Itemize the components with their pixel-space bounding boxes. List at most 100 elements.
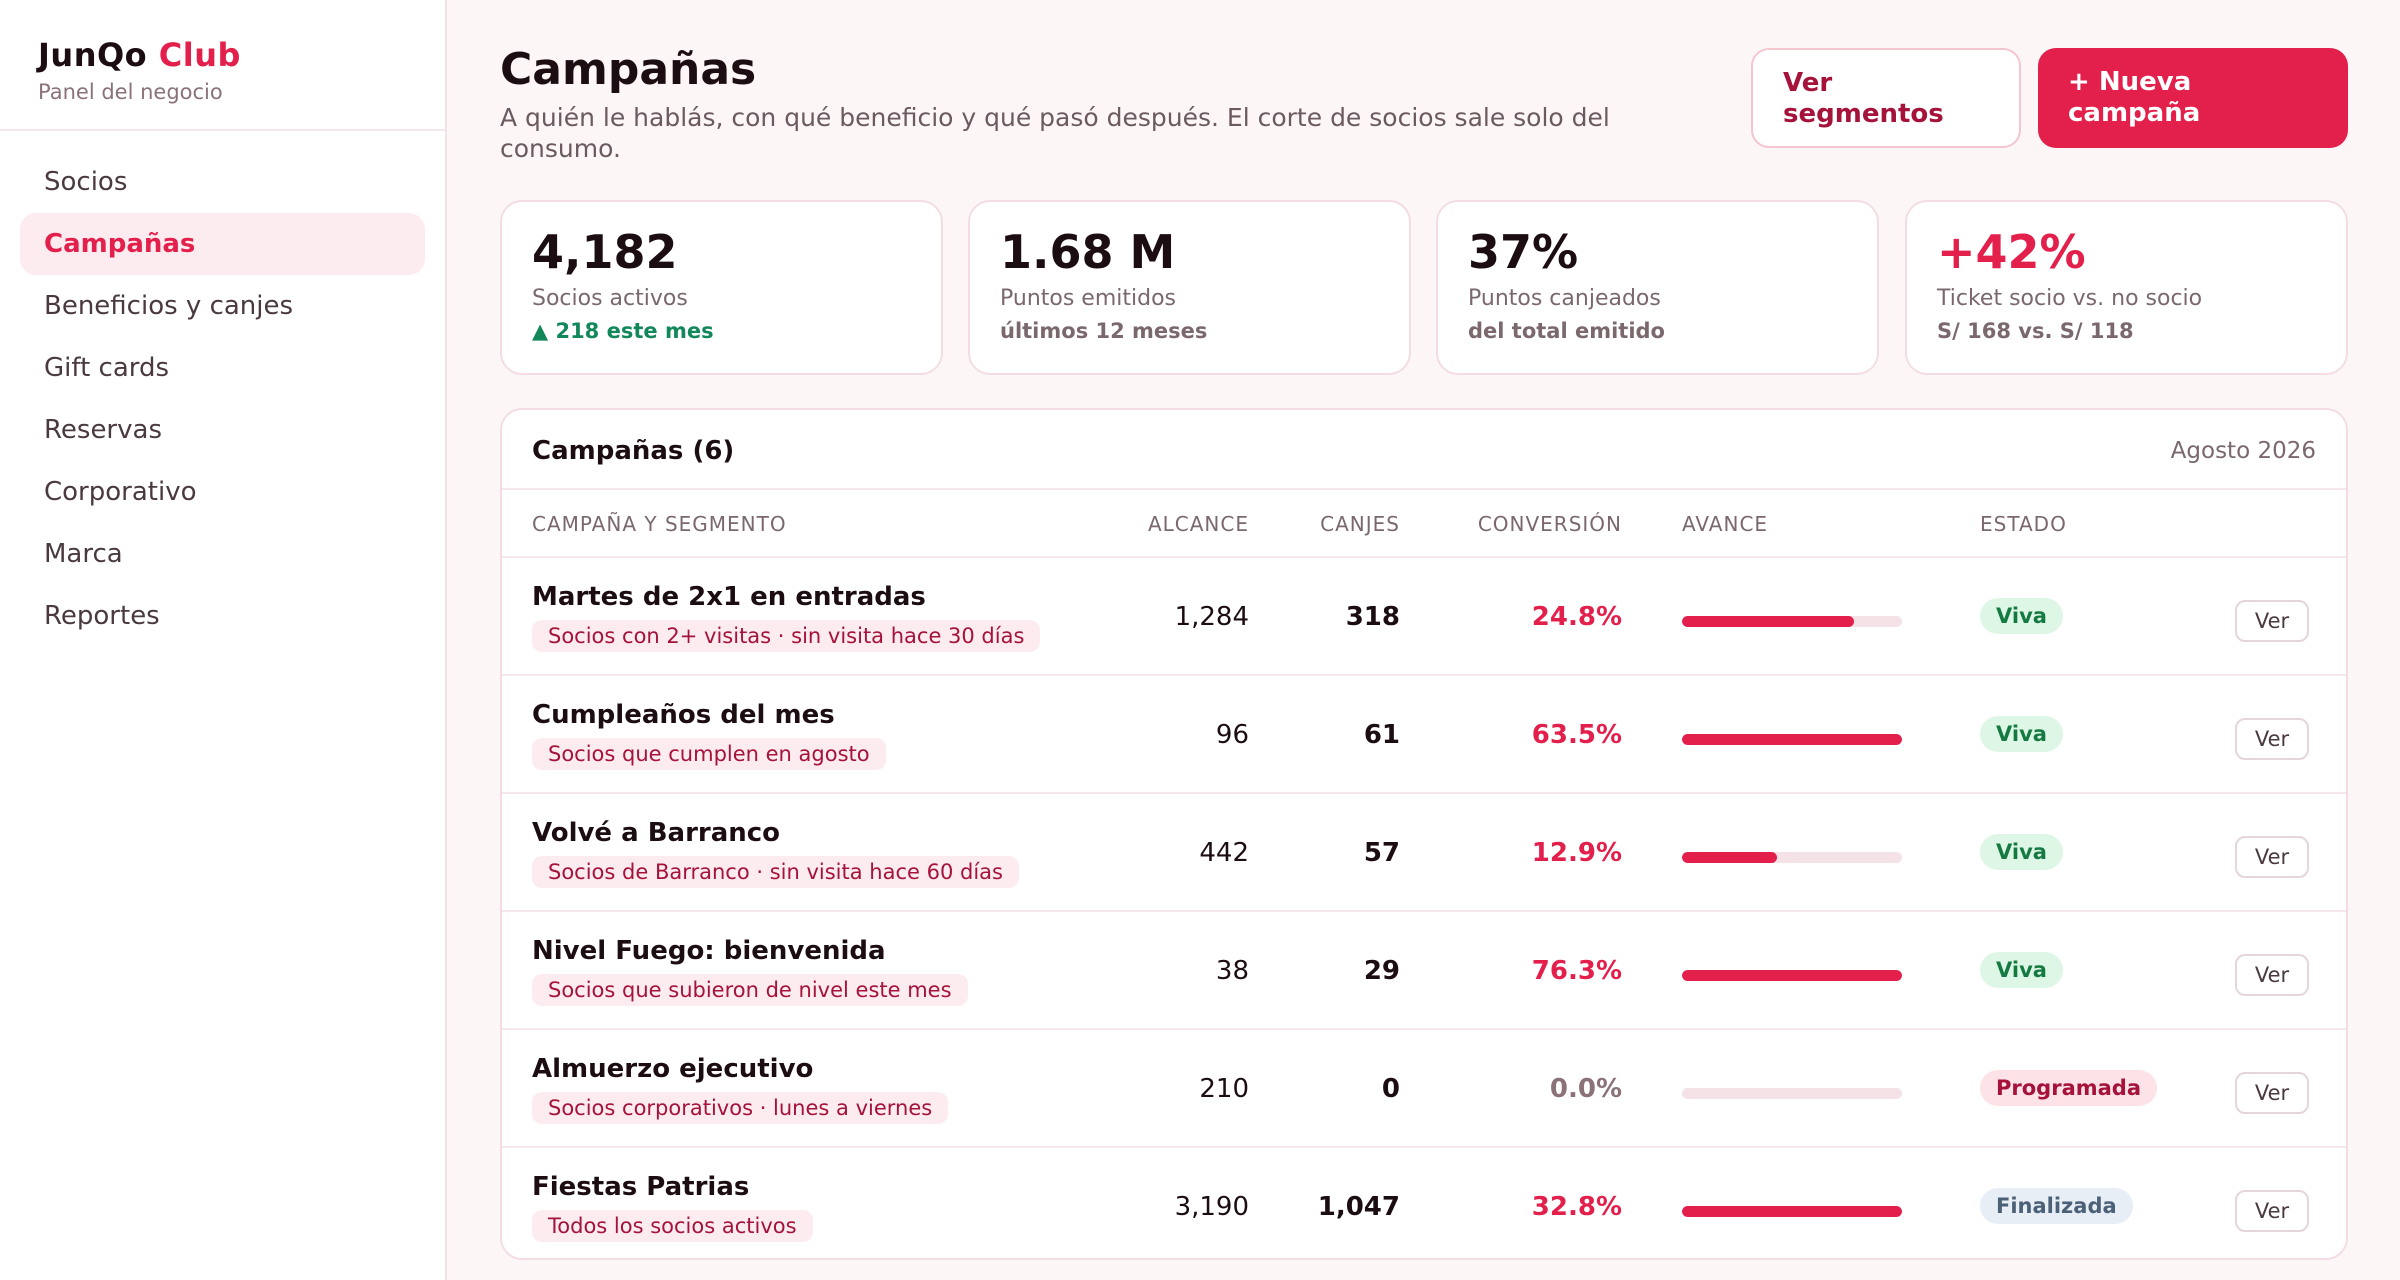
reach-value: 3,190 [1174, 1192, 1249, 1222]
conversion-value: 12.9% [1531, 838, 1622, 868]
sidebar-item-socios[interactable]: Socios [44, 167, 128, 197]
sidebar-item-marca[interactable]: Marca [44, 539, 123, 569]
progress-bar [1682, 616, 1902, 627]
new-campaign-button[interactable]: + Nueva campaña [2038, 48, 2348, 148]
sidebar-nav: Socios Campañas Beneficios y canjes Gift… [0, 131, 445, 667]
stat-card-points-issued: 1.68 M Puntos emitidos últimos 12 meses [968, 200, 1411, 375]
column-header-conversion: CONVERSIÓN [1477, 512, 1622, 536]
conversion-value: 32.8% [1531, 1192, 1622, 1222]
campaign-name: Nivel Fuego: bienvenida [532, 936, 886, 966]
stat-value: +42% [1937, 225, 2086, 279]
campaign-name: Almuerzo ejecutivo [532, 1054, 814, 1084]
column-header-status: ESTADO [1980, 512, 2067, 536]
stat-note: últimos 12 meses [1000, 319, 1208, 343]
redemptions-value: 57 [1363, 838, 1400, 868]
campaign-name: Cumpleaños del mes [532, 700, 835, 730]
progress-bar-fill [1682, 616, 1854, 627]
sidebar: JunQo Club Panel del negocio Socios Camp… [0, 0, 447, 1280]
sidebar-item-beneficios[interactable]: Beneficios y canjes [44, 291, 294, 321]
status-badge: Viva [1980, 834, 2063, 870]
redemptions-value: 0 [1381, 1074, 1400, 1104]
progress-bar-fill [1682, 1206, 1902, 1217]
redemptions-value: 1,047 [1317, 1192, 1400, 1222]
reach-value: 96 [1215, 720, 1249, 750]
stats-row: 4,182 Socios activos ▲ 218 este mes 1.68… [500, 200, 2348, 375]
stat-label: Puntos canjeados [1468, 286, 1661, 311]
status-badge: Programada [1980, 1070, 2157, 1106]
table-row[interactable]: Fiestas Patrias Todos los socios activos… [502, 1148, 2346, 1258]
column-header-redemptions: CANJES [1320, 512, 1400, 536]
stat-label: Ticket socio vs. no socio [1937, 286, 2203, 311]
segment-tag: Socios de Barranco · sin visita hace 60 … [532, 856, 1019, 888]
brand-logo[interactable]: JunQo Club [38, 36, 407, 74]
stat-label: Socios activos [532, 286, 688, 311]
view-campaign-button[interactable]: Ver [2235, 600, 2309, 642]
view-campaign-button[interactable]: Ver [2235, 954, 2309, 996]
redemptions-value: 318 [1345, 602, 1400, 632]
redemptions-value: 61 [1363, 720, 1400, 750]
stat-note: ▲ 218 este mes [532, 319, 714, 343]
stat-card-points-redeemed: 37% Puntos canjeados del total emitido [1436, 200, 1879, 375]
table-row[interactable]: Martes de 2x1 en entradas Socios con 2+ … [502, 558, 2346, 676]
page-title: Campañas [500, 44, 757, 95]
stat-note: del total emitido [1468, 319, 1665, 343]
progress-bar [1682, 970, 1902, 981]
status-badge: Viva [1980, 952, 2063, 988]
table-row[interactable]: Almuerzo ejecutivo Socios corporativos ·… [502, 1030, 2346, 1148]
brand: JunQo Club Panel del negocio [0, 0, 445, 131]
brand-subtitle: Panel del negocio [38, 80, 223, 104]
stat-value: 37% [1468, 225, 1579, 279]
segment-tag: Socios que subieron de nivel este mes [532, 974, 968, 1006]
table-row[interactable]: Cumpleaños del mes Socios que cumplen en… [502, 676, 2346, 794]
table-body: Martes de 2x1 en entradas Socios con 2+ … [502, 558, 2346, 1258]
sidebar-item-reportes[interactable]: Reportes [44, 601, 160, 631]
stat-card-active-members: 4,182 Socios activos ▲ 218 este mes [500, 200, 943, 375]
segment-tag: Todos los socios activos [532, 1210, 813, 1242]
status-badge: Viva [1980, 716, 2063, 752]
table-row[interactable]: Nivel Fuego: bienvenida Socios que subie… [502, 912, 2346, 1030]
table-header-bar: Campañas (6) Agosto 2026 [502, 410, 2346, 490]
table-row[interactable]: Volvé a Barranco Socios de Barranco · si… [502, 794, 2346, 912]
view-campaign-button[interactable]: Ver [2235, 1190, 2309, 1232]
segment-tag: Socios corporativos · lunes a viernes [532, 1092, 949, 1124]
brand-accent: Club [158, 36, 241, 74]
progress-bar [1682, 734, 1902, 745]
campaign-name: Fiestas Patrias [532, 1172, 750, 1202]
campaign-name: Volvé a Barranco [532, 818, 781, 848]
sidebar-item-gift-cards[interactable]: Gift cards [44, 353, 170, 383]
progress-bar [1682, 1088, 1902, 1099]
table-column-headers: CAMPAÑA Y SEGMENTO ALCANCE CANJES CONVER… [502, 490, 2346, 558]
status-badge: Finalizada [1980, 1188, 2133, 1224]
page-subtitle: A quién le hablás, con qué beneficio y q… [500, 103, 1610, 163]
conversion-value: 24.8% [1531, 602, 1622, 632]
column-header-campaign: CAMPAÑA Y SEGMENTO [532, 512, 787, 536]
stat-value: 1.68 M [1000, 225, 1176, 279]
redemptions-value: 29 [1363, 956, 1400, 986]
reach-value: 1,284 [1174, 602, 1249, 632]
table-title: Campañas (6) [532, 436, 735, 466]
stat-label: Puntos emitidos [1000, 286, 1177, 311]
progress-bar-fill [1682, 852, 1777, 863]
segment-tag: Socios que cumplen en agosto [532, 738, 886, 770]
stat-card-ticket-uplift: +42% Ticket socio vs. no socio S/ 168 vs… [1905, 200, 2348, 375]
brand-name: JunQo [38, 36, 148, 74]
view-campaign-button[interactable]: Ver [2235, 718, 2309, 760]
sidebar-item-corporativo[interactable]: Corporativo [44, 477, 197, 507]
sidebar-item-campanas[interactable]: Campañas [20, 213, 425, 275]
view-campaign-button[interactable]: Ver [2235, 1072, 2309, 1114]
view-campaign-button[interactable]: Ver [2235, 836, 2309, 878]
sidebar-item-reservas[interactable]: Reservas [44, 415, 162, 445]
column-header-progress: AVANCE [1682, 512, 1769, 536]
progress-bar [1682, 1206, 1902, 1217]
column-header-reach: ALCANCE [1147, 512, 1249, 536]
progress-bar-fill [1682, 734, 1902, 745]
conversion-value: 63.5% [1531, 720, 1622, 750]
view-segments-button[interactable]: Ver segmentos [1751, 48, 2021, 148]
stat-note: S/ 168 vs. S/ 118 [1937, 319, 2134, 343]
conversion-value: 0.0% [1549, 1074, 1622, 1104]
conversion-value: 76.3% [1531, 956, 1622, 986]
table-period: Agosto 2026 [2170, 438, 2316, 464]
reach-value: 38 [1215, 956, 1249, 986]
campaigns-table-card: Campañas (6) Agosto 2026 CAMPAÑA Y SEGME… [500, 408, 2348, 1260]
reach-value: 442 [1199, 838, 1249, 868]
